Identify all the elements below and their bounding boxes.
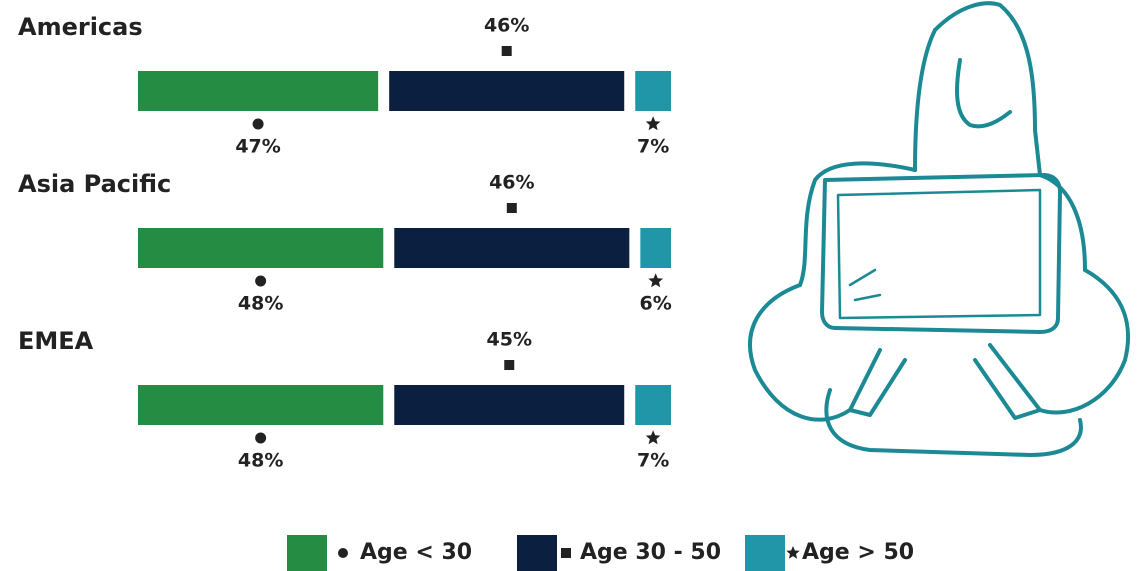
marker-star	[645, 116, 661, 131]
bar-segment	[138, 71, 379, 111]
legend-swatch	[745, 535, 785, 571]
marker-star	[645, 430, 661, 445]
marker-square	[504, 360, 515, 370]
category-label: EMEA	[18, 327, 94, 355]
marker-square	[501, 46, 512, 56]
value-label: 46%	[484, 15, 529, 37]
legend-label: Age < 30	[360, 540, 472, 565]
marker-star	[786, 546, 800, 559]
bar-segment	[394, 385, 625, 425]
bar-segment	[640, 228, 671, 268]
value-label: 7%	[637, 450, 669, 472]
marker-square	[506, 203, 517, 213]
illustration	[748, 1, 1131, 457]
bar-segment	[138, 385, 384, 425]
category-label: Asia Pacific	[18, 170, 171, 198]
value-label: 6%	[640, 293, 672, 315]
bar-segment	[635, 71, 671, 111]
bar-segment	[635, 385, 671, 425]
marker-dot	[338, 548, 348, 558]
bar-segment	[389, 71, 625, 111]
legend-swatch	[517, 535, 557, 571]
marker-star	[648, 273, 663, 288]
legend-label: Age > 50	[802, 540, 914, 565]
legend-label: Age 30 - 50	[580, 540, 721, 565]
value-label: 7%	[637, 136, 669, 158]
value-label: 48%	[238, 450, 283, 472]
bar-segment	[138, 228, 384, 268]
value-label: 45%	[487, 329, 532, 351]
legend: Age < 30 Age 30 - 50 Age > 50	[360, 540, 914, 565]
legend-swatch	[287, 535, 327, 571]
category-label: Americas	[18, 13, 143, 41]
value-label: 46%	[489, 172, 534, 194]
value-label: 48%	[238, 293, 283, 315]
marker-dot	[255, 275, 267, 287]
marker-dot	[252, 118, 264, 130]
bar-segment	[394, 228, 630, 268]
marker-dot	[255, 432, 267, 444]
value-label: 47%	[235, 136, 280, 158]
marker-square	[561, 548, 571, 558]
